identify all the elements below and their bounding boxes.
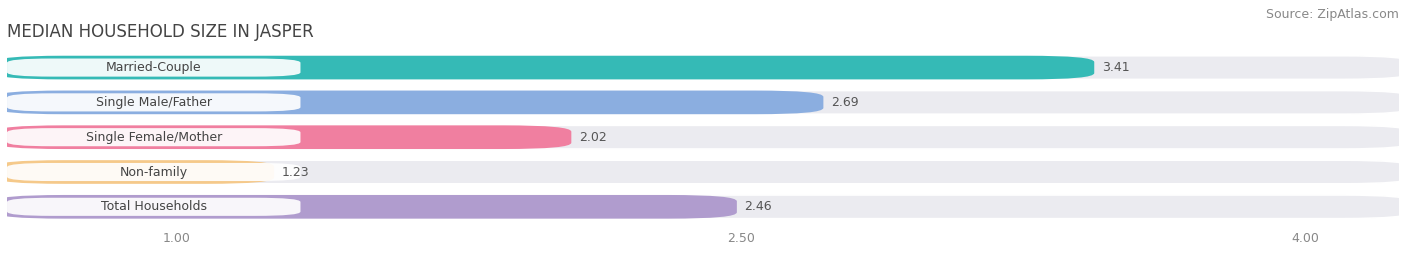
Text: 2.69: 2.69 — [831, 96, 859, 109]
FancyBboxPatch shape — [7, 128, 301, 146]
Text: Source: ZipAtlas.com: Source: ZipAtlas.com — [1265, 8, 1399, 21]
FancyBboxPatch shape — [0, 195, 1406, 219]
Text: 2.46: 2.46 — [744, 200, 772, 213]
Text: MEDIAN HOUSEHOLD SIZE IN JASPER: MEDIAN HOUSEHOLD SIZE IN JASPER — [7, 23, 314, 41]
FancyBboxPatch shape — [0, 56, 1094, 79]
FancyBboxPatch shape — [0, 195, 737, 219]
Text: 1.23: 1.23 — [281, 165, 309, 179]
FancyBboxPatch shape — [0, 160, 1406, 184]
FancyBboxPatch shape — [0, 56, 1406, 79]
Text: Non-family: Non-family — [120, 165, 188, 179]
Text: Married-Couple: Married-Couple — [105, 61, 201, 74]
Text: 3.41: 3.41 — [1102, 61, 1129, 74]
FancyBboxPatch shape — [0, 91, 824, 114]
FancyBboxPatch shape — [7, 93, 301, 111]
FancyBboxPatch shape — [0, 125, 571, 149]
FancyBboxPatch shape — [0, 160, 274, 184]
FancyBboxPatch shape — [7, 163, 301, 181]
FancyBboxPatch shape — [7, 198, 301, 216]
FancyBboxPatch shape — [0, 125, 1406, 149]
FancyBboxPatch shape — [7, 59, 301, 77]
Text: 2.02: 2.02 — [579, 131, 606, 144]
FancyBboxPatch shape — [0, 91, 1406, 114]
Text: Total Households: Total Households — [101, 200, 207, 213]
Text: Single Male/Father: Single Male/Father — [96, 96, 212, 109]
Text: Single Female/Mother: Single Female/Mother — [86, 131, 222, 144]
